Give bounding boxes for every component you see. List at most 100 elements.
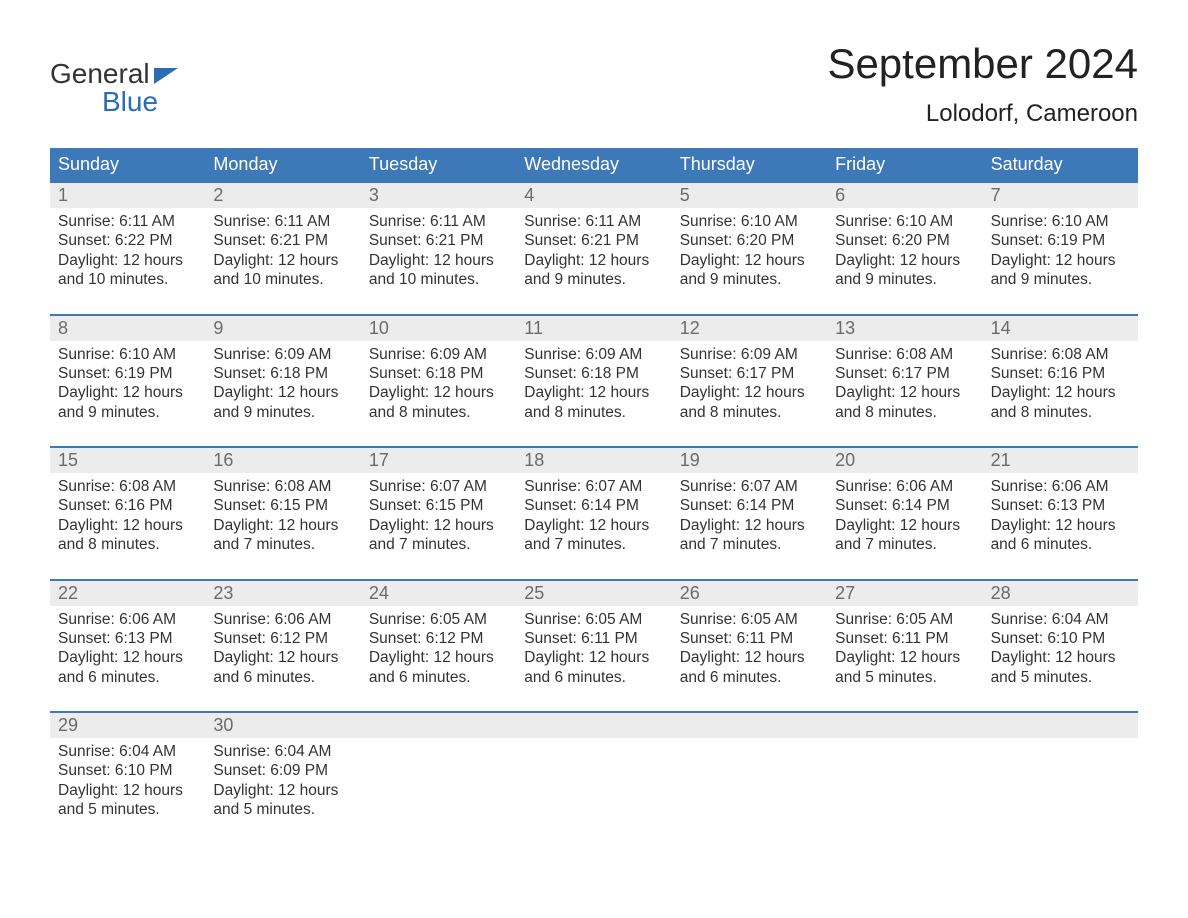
day-cell: Sunrise: 6:10 AMSunset: 6:20 PMDaylight:… <box>827 208 982 308</box>
sunset-text: Sunset: 6:14 PM <box>680 496 819 515</box>
daylight-text: Daylight: 12 hours and 5 minutes. <box>835 648 974 687</box>
daylight-text: Daylight: 12 hours and 6 minutes. <box>680 648 819 687</box>
sunrise-text: Sunrise: 6:05 AM <box>680 610 819 629</box>
day-number: 13 <box>827 316 982 341</box>
sunrise-text: Sunrise: 6:08 AM <box>58 477 197 496</box>
sunrise-text: Sunrise: 6:10 AM <box>680 212 819 231</box>
sunset-text: Sunset: 6:14 PM <box>524 496 663 515</box>
title-block: September 2024 Lolodorf, Cameroon <box>827 40 1138 128</box>
day-cell: Sunrise: 6:10 AMSunset: 6:19 PMDaylight:… <box>50 341 205 441</box>
sunrise-text: Sunrise: 6:11 AM <box>524 212 663 231</box>
day-number: 7 <box>983 183 1138 208</box>
daylight-text: Daylight: 12 hours and 9 minutes. <box>835 251 974 290</box>
logo-line1-wrap: General <box>50 60 178 88</box>
sunrise-text: Sunrise: 6:10 AM <box>835 212 974 231</box>
daylight-text: Daylight: 12 hours and 6 minutes. <box>524 648 663 687</box>
day-cell <box>983 738 1138 838</box>
daylight-text: Daylight: 12 hours and 8 minutes. <box>991 383 1130 422</box>
day-number: 26 <box>672 581 827 606</box>
sunrise-text: Sunrise: 6:11 AM <box>369 212 508 231</box>
day-number: 15 <box>50 448 205 473</box>
day-number: 25 <box>516 581 671 606</box>
sunset-text: Sunset: 6:15 PM <box>213 496 352 515</box>
daylight-text: Daylight: 12 hours and 6 minutes. <box>369 648 508 687</box>
day-number: 9 <box>205 316 360 341</box>
sunset-text: Sunset: 6:10 PM <box>991 629 1130 648</box>
daynum-row: 15161718192021 <box>50 448 1138 473</box>
day-cell: Sunrise: 6:05 AMSunset: 6:11 PMDaylight:… <box>516 606 671 706</box>
sunrise-text: Sunrise: 6:04 AM <box>58 742 197 761</box>
day-cell: Sunrise: 6:06 AMSunset: 6:14 PMDaylight:… <box>827 473 982 573</box>
day-cell: Sunrise: 6:09 AMSunset: 6:18 PMDaylight:… <box>361 341 516 441</box>
day-cell: Sunrise: 6:10 AMSunset: 6:20 PMDaylight:… <box>672 208 827 308</box>
day-cell: Sunrise: 6:08 AMSunset: 6:17 PMDaylight:… <box>827 341 982 441</box>
logo-line2: Blue <box>50 88 178 116</box>
sunrise-text: Sunrise: 6:11 AM <box>58 212 197 231</box>
sunset-text: Sunset: 6:19 PM <box>58 364 197 383</box>
day-number <box>516 713 671 738</box>
daylight-text: Daylight: 12 hours and 8 minutes. <box>835 383 974 422</box>
calendar-header-cell: Thursday <box>672 148 827 181</box>
day-number <box>672 713 827 738</box>
sunrise-text: Sunrise: 6:06 AM <box>58 610 197 629</box>
day-cell <box>672 738 827 838</box>
day-number: 12 <box>672 316 827 341</box>
day-cell <box>827 738 982 838</box>
day-cell: Sunrise: 6:06 AMSunset: 6:13 PMDaylight:… <box>983 473 1138 573</box>
calendar-header-cell: Wednesday <box>516 148 671 181</box>
day-cell: Sunrise: 6:04 AMSunset: 6:10 PMDaylight:… <box>50 738 205 838</box>
sunrise-text: Sunrise: 6:04 AM <box>213 742 352 761</box>
day-number: 1 <box>50 183 205 208</box>
calendar-header-cell: Sunday <box>50 148 205 181</box>
sunrise-text: Sunrise: 6:04 AM <box>991 610 1130 629</box>
daynum-row: 1234567 <box>50 183 1138 208</box>
day-cell: Sunrise: 6:11 AMSunset: 6:21 PMDaylight:… <box>361 208 516 308</box>
day-number: 2 <box>205 183 360 208</box>
daylight-text: Daylight: 12 hours and 9 minutes. <box>991 251 1130 290</box>
day-cell: Sunrise: 6:10 AMSunset: 6:19 PMDaylight:… <box>983 208 1138 308</box>
day-cell: Sunrise: 6:07 AMSunset: 6:15 PMDaylight:… <box>361 473 516 573</box>
logo-flag-icon <box>154 68 178 84</box>
sunset-text: Sunset: 6:22 PM <box>58 231 197 250</box>
logo-line1: General <box>50 60 150 88</box>
day-number: 14 <box>983 316 1138 341</box>
calendar-week: 1234567Sunrise: 6:11 AMSunset: 6:22 PMDa… <box>50 181 1138 308</box>
daylight-text: Daylight: 12 hours and 7 minutes. <box>524 516 663 555</box>
sunrise-text: Sunrise: 6:06 AM <box>991 477 1130 496</box>
page-header: General Blue September 2024 Lolodorf, Ca… <box>50 40 1138 128</box>
day-cell: Sunrise: 6:06 AMSunset: 6:12 PMDaylight:… <box>205 606 360 706</box>
sunset-text: Sunset: 6:13 PM <box>991 496 1130 515</box>
daylight-text: Daylight: 12 hours and 8 minutes. <box>369 383 508 422</box>
page-title: September 2024 <box>827 40 1138 88</box>
day-number: 20 <box>827 448 982 473</box>
day-number <box>827 713 982 738</box>
daynum-row: 891011121314 <box>50 316 1138 341</box>
sunrise-text: Sunrise: 6:10 AM <box>58 345 197 364</box>
day-number: 27 <box>827 581 982 606</box>
sunset-text: Sunset: 6:17 PM <box>680 364 819 383</box>
sunset-text: Sunset: 6:18 PM <box>369 364 508 383</box>
daylight-text: Daylight: 12 hours and 5 minutes. <box>991 648 1130 687</box>
sunrise-text: Sunrise: 6:07 AM <box>369 477 508 496</box>
sunset-text: Sunset: 6:14 PM <box>835 496 974 515</box>
sunrise-text: Sunrise: 6:09 AM <box>680 345 819 364</box>
day-cell: Sunrise: 6:07 AMSunset: 6:14 PMDaylight:… <box>672 473 827 573</box>
day-cell: Sunrise: 6:08 AMSunset: 6:16 PMDaylight:… <box>50 473 205 573</box>
calendar-week: 891011121314Sunrise: 6:10 AMSunset: 6:19… <box>50 314 1138 441</box>
daylight-text: Daylight: 12 hours and 6 minutes. <box>58 648 197 687</box>
calendar-week: 22232425262728Sunrise: 6:06 AMSunset: 6:… <box>50 579 1138 706</box>
sunset-text: Sunset: 6:18 PM <box>524 364 663 383</box>
sunset-text: Sunset: 6:11 PM <box>680 629 819 648</box>
sunset-text: Sunset: 6:20 PM <box>680 231 819 250</box>
day-cell: Sunrise: 6:09 AMSunset: 6:18 PMDaylight:… <box>205 341 360 441</box>
sunrise-text: Sunrise: 6:10 AM <box>991 212 1130 231</box>
logo: General Blue <box>50 60 178 116</box>
daylight-text: Daylight: 12 hours and 9 minutes. <box>524 251 663 290</box>
day-cell: Sunrise: 6:06 AMSunset: 6:13 PMDaylight:… <box>50 606 205 706</box>
sunset-text: Sunset: 6:12 PM <box>369 629 508 648</box>
daynum-row: 22232425262728 <box>50 581 1138 606</box>
sunrise-text: Sunrise: 6:08 AM <box>835 345 974 364</box>
daylight-text: Daylight: 12 hours and 6 minutes. <box>991 516 1130 555</box>
daylight-text: Daylight: 12 hours and 8 minutes. <box>680 383 819 422</box>
day-cell: Sunrise: 6:11 AMSunset: 6:22 PMDaylight:… <box>50 208 205 308</box>
